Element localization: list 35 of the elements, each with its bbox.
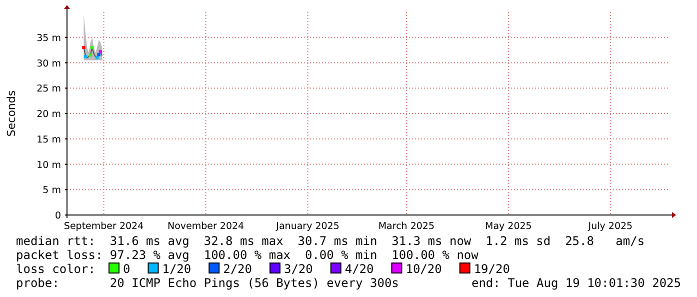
- x-tick-label: November 2024: [167, 221, 244, 232]
- legend-label: 4/20: [344, 262, 374, 276]
- line-series: [83, 47, 103, 58]
- point: [97, 53, 100, 56]
- text: packet loss: 97.23 % avg 100.00 % max 0.00 % min 100.00 % now: [16, 248, 480, 262]
- y-tick-label: 5 m: [42, 185, 61, 196]
- text: probe: 20 ICMP Echo Pings (56 Bytes) every 300s: [16, 276, 399, 290]
- y-tick-label: 25 m: [36, 84, 61, 95]
- legend-title: loss color:: [16, 262, 96, 276]
- y-tick-label: 30 m: [36, 58, 61, 70]
- point: [88, 54, 92, 57]
- y-tick-label: 35 m: [36, 32, 61, 44]
- y-tick-label: 15 m: [36, 134, 61, 146]
- x-tick-label: January 2025: [275, 221, 340, 232]
- point: [84, 55, 87, 58]
- point: [96, 56, 99, 60]
- legend-label: 2/20: [223, 262, 252, 276]
- y-tick-label: 0: [54, 210, 61, 222]
- legend-label: 3/20: [284, 262, 313, 276]
- point: [98, 50, 102, 54]
- x-tick-label: May 2025: [485, 221, 532, 232]
- x-tick-label: July 2025: [587, 221, 633, 232]
- y-tick-label: 20 m: [36, 109, 61, 120]
- legend-label: 1/20: [162, 262, 192, 276]
- legend-label: 10/20: [406, 262, 442, 276]
- point: [90, 46, 94, 50]
- text: end: Tue Aug 19 10:01:30 2025: [471, 276, 681, 290]
- y-axis-title: Seconds: [5, 90, 18, 137]
- legend-label: 0: [123, 262, 130, 276]
- y-tick-label: 10 m: [36, 160, 61, 171]
- legend-label: 19/20: [474, 262, 510, 276]
- text: median rtt: 31.6 ms avg 32.8 ms max 30.7 ms min 31.3 ms now 1.2 ms sd 25.8 am/s: [16, 234, 645, 248]
- x-tick-label: March 2025: [378, 221, 435, 232]
- x-tick-label: September 2024: [64, 221, 144, 232]
- point: [82, 46, 86, 50]
